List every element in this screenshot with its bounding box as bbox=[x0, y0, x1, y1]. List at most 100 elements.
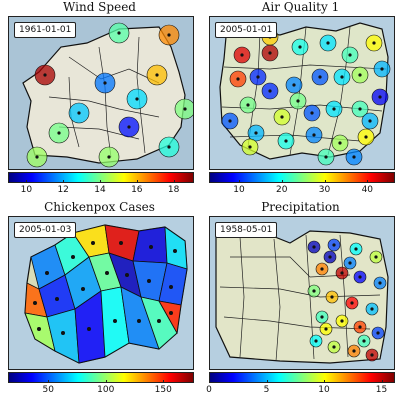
station-dot bbox=[296, 99, 300, 103]
colorbar-tick-mark bbox=[367, 180, 369, 183]
station-dot bbox=[35, 155, 39, 159]
station-dot bbox=[324, 155, 328, 159]
station-dot bbox=[33, 301, 37, 305]
station-dot bbox=[378, 281, 382, 285]
station-dot bbox=[376, 331, 380, 335]
station-dot bbox=[169, 311, 173, 315]
station-dot bbox=[330, 295, 334, 299]
station-dot bbox=[81, 287, 85, 291]
station-dot bbox=[55, 297, 59, 301]
station-dot bbox=[125, 273, 129, 277]
colorbar-ticks: 0 5 10 15 bbox=[206, 380, 395, 397]
station-dot bbox=[248, 145, 252, 149]
colorbar-tick-mark bbox=[209, 380, 210, 383]
colorbar-tick-mark bbox=[63, 180, 65, 183]
colorbar bbox=[8, 372, 194, 383]
colorbar-ticks: 10 12 14 16 18 bbox=[8, 180, 194, 197]
station-dot bbox=[149, 245, 153, 249]
station-dot bbox=[364, 135, 368, 139]
region-border bbox=[219, 286, 381, 298]
station-dot bbox=[318, 75, 322, 79]
station-dot bbox=[135, 97, 139, 101]
map-air-quality[interactable]: 2005-01-01 bbox=[209, 16, 395, 170]
station-dot bbox=[312, 245, 316, 249]
colorbar-tick-mark bbox=[163, 380, 165, 383]
region-border bbox=[339, 234, 349, 358]
station-dot bbox=[362, 339, 366, 343]
colorbar-tick-label: 12 bbox=[57, 185, 69, 195]
colorbar-tick-mark bbox=[26, 180, 28, 183]
region-border bbox=[68, 56, 160, 84]
colorbar-tick-label: 100 bbox=[97, 385, 115, 395]
station-dot bbox=[71, 255, 75, 259]
station-dot bbox=[117, 31, 121, 35]
station-dot bbox=[183, 107, 187, 111]
colorbar-tick-label: 40 bbox=[361, 185, 374, 195]
station-dot bbox=[240, 53, 244, 57]
station-dot bbox=[358, 325, 362, 329]
station-dot bbox=[127, 125, 131, 129]
station-dot bbox=[292, 83, 296, 87]
station-dot bbox=[320, 267, 324, 271]
station-dot bbox=[340, 319, 344, 323]
station-dot bbox=[113, 319, 117, 323]
colorbar-tick-mark bbox=[281, 180, 283, 183]
panel-wind-speed: Wind Speed 1961-01-01 10 12 14 16 18 bbox=[2, 0, 197, 200]
region-border bbox=[230, 256, 351, 278]
station-dot bbox=[358, 275, 362, 279]
station-dot bbox=[254, 131, 258, 135]
region-border bbox=[239, 236, 245, 358]
colorbar-tick-mark bbox=[100, 180, 101, 183]
station-dot bbox=[348, 53, 352, 57]
station-dot bbox=[312, 133, 316, 137]
station-dot bbox=[354, 247, 358, 251]
colorbar-tick-label: 16 bbox=[131, 185, 143, 195]
station-dot bbox=[352, 349, 356, 353]
region-border bbox=[273, 238, 281, 362]
date-label: 2005-01-01 bbox=[215, 22, 278, 38]
station-dot bbox=[91, 241, 95, 245]
station-dot bbox=[61, 331, 65, 335]
colorbar-ticks: 10 20 30 40 bbox=[209, 180, 395, 197]
colorbar-tick-label: 18 bbox=[167, 185, 180, 195]
map-wind-speed[interactable]: 1961-01-01 bbox=[8, 16, 194, 170]
colorbar-tick-mark bbox=[173, 180, 175, 183]
station-dot bbox=[236, 77, 240, 81]
region-polygon[interactable] bbox=[158, 300, 182, 335]
panel-title: Wind Speed bbox=[63, 0, 136, 14]
station-dot bbox=[87, 327, 91, 331]
region-border bbox=[48, 96, 160, 118]
panel-title: Chickenpox Cases bbox=[44, 200, 155, 214]
date-label: 1958-05-01 bbox=[215, 222, 278, 238]
map-precipitation[interactable]: 1958-05-01 bbox=[209, 216, 395, 370]
station-dot bbox=[256, 75, 260, 79]
station-dot bbox=[105, 271, 109, 275]
colorbar-tick-label: 10 bbox=[318, 385, 330, 395]
station-dot bbox=[268, 89, 272, 93]
map-canvas bbox=[9, 17, 193, 169]
colorbar-ticks: 50 100 150 bbox=[8, 380, 194, 397]
colorbar-tick-mark bbox=[105, 380, 107, 383]
station-dot bbox=[167, 145, 171, 149]
station-dot bbox=[358, 73, 362, 77]
region-border bbox=[327, 26, 351, 156]
station-dot bbox=[370, 353, 374, 357]
panel-title: Precipitation bbox=[261, 200, 340, 214]
station-dot bbox=[380, 67, 384, 71]
region-border bbox=[98, 46, 112, 158]
station-dot bbox=[169, 285, 173, 289]
station-dot bbox=[312, 289, 316, 293]
station-dot bbox=[332, 345, 336, 349]
colorbar-tick-label: 0 bbox=[206, 385, 212, 395]
map-chickenpox[interactable]: 2005-01-03 bbox=[8, 216, 194, 370]
station-dot bbox=[155, 73, 159, 77]
colorbar bbox=[209, 372, 395, 383]
station-dot bbox=[350, 301, 354, 305]
panel-chickenpox: Chickenpox Cases 2005-01-03 50 100 150 bbox=[2, 200, 197, 400]
station-dot bbox=[107, 155, 111, 159]
station-dot bbox=[326, 41, 330, 45]
colorbar-tick-mark bbox=[266, 380, 268, 383]
station-dot bbox=[173, 249, 177, 253]
station-dot bbox=[103, 81, 107, 85]
station-dot bbox=[368, 119, 372, 123]
